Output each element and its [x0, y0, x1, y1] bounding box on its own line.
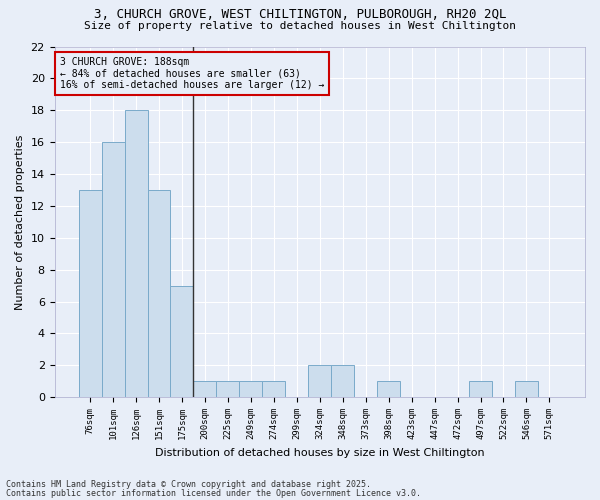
Y-axis label: Number of detached properties: Number of detached properties [15, 134, 25, 310]
Bar [331, 366, 354, 397]
Bar [79, 190, 101, 397]
Bar [193, 382, 217, 397]
Bar [469, 382, 492, 397]
Text: 3, CHURCH GROVE, WEST CHILTINGTON, PULBOROUGH, RH20 2QL: 3, CHURCH GROVE, WEST CHILTINGTON, PULBO… [94, 8, 506, 20]
X-axis label: Distribution of detached houses by size in West Chiltington: Distribution of detached houses by size … [155, 448, 485, 458]
Bar [170, 286, 193, 397]
Bar [515, 382, 538, 397]
Bar [377, 382, 400, 397]
Text: 3 CHURCH GROVE: 188sqm
← 84% of detached houses are smaller (63)
16% of semi-det: 3 CHURCH GROVE: 188sqm ← 84% of detached… [60, 57, 324, 90]
Text: Contains public sector information licensed under the Open Government Licence v3: Contains public sector information licen… [6, 489, 421, 498]
Text: Contains HM Land Registry data © Crown copyright and database right 2025.: Contains HM Land Registry data © Crown c… [6, 480, 371, 489]
Bar [125, 110, 148, 397]
Bar [148, 190, 170, 397]
Bar [217, 382, 239, 397]
Text: Size of property relative to detached houses in West Chiltington: Size of property relative to detached ho… [84, 21, 516, 31]
Bar [239, 382, 262, 397]
Bar [101, 142, 125, 397]
Bar [262, 382, 286, 397]
Bar [308, 366, 331, 397]
